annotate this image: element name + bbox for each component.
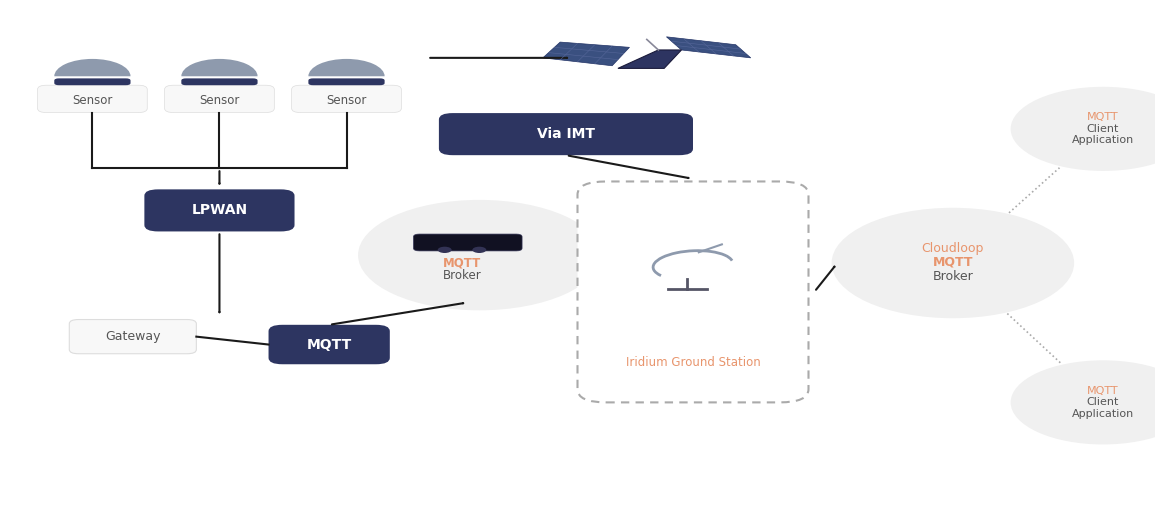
- Polygon shape: [543, 42, 629, 66]
- Text: Sensor: Sensor: [200, 95, 239, 107]
- FancyBboxPatch shape: [268, 325, 389, 364]
- FancyBboxPatch shape: [308, 78, 385, 85]
- FancyBboxPatch shape: [144, 189, 295, 231]
- Text: MQTT: MQTT: [1087, 112, 1119, 123]
- Wedge shape: [308, 59, 385, 76]
- FancyBboxPatch shape: [291, 85, 402, 113]
- Circle shape: [1011, 87, 1155, 171]
- Circle shape: [1011, 360, 1155, 444]
- FancyBboxPatch shape: [37, 85, 148, 113]
- Text: Client: Client: [1087, 124, 1119, 134]
- Text: Gateway: Gateway: [105, 330, 161, 343]
- Polygon shape: [666, 37, 751, 58]
- Circle shape: [358, 200, 601, 310]
- FancyBboxPatch shape: [439, 113, 693, 155]
- Text: Client: Client: [1087, 397, 1119, 408]
- Text: MQTT: MQTT: [932, 256, 974, 268]
- Text: MQTT: MQTT: [306, 338, 352, 351]
- Text: Cloudloop: Cloudloop: [922, 242, 984, 255]
- Text: Broker: Broker: [932, 270, 974, 283]
- Polygon shape: [618, 50, 681, 68]
- FancyBboxPatch shape: [69, 319, 196, 353]
- Wedge shape: [54, 59, 131, 76]
- Text: Iridium Ground Station: Iridium Ground Station: [626, 356, 760, 369]
- FancyBboxPatch shape: [165, 85, 275, 113]
- Text: Via IMT: Via IMT: [537, 127, 595, 141]
- Text: Application: Application: [1072, 409, 1134, 419]
- Wedge shape: [181, 59, 258, 76]
- Text: Sensor: Sensor: [327, 95, 366, 107]
- Circle shape: [438, 247, 452, 253]
- Text: MQTT: MQTT: [442, 257, 482, 269]
- Text: LPWAN: LPWAN: [192, 204, 247, 217]
- FancyBboxPatch shape: [413, 234, 522, 251]
- Text: Sensor: Sensor: [73, 95, 112, 107]
- Text: Application: Application: [1072, 135, 1134, 146]
- Circle shape: [472, 247, 486, 253]
- Text: Broker: Broker: [442, 269, 482, 281]
- FancyBboxPatch shape: [181, 78, 258, 85]
- Text: MQTT: MQTT: [1087, 386, 1119, 396]
- Circle shape: [832, 208, 1074, 318]
- FancyBboxPatch shape: [578, 181, 808, 402]
- FancyBboxPatch shape: [54, 78, 131, 85]
